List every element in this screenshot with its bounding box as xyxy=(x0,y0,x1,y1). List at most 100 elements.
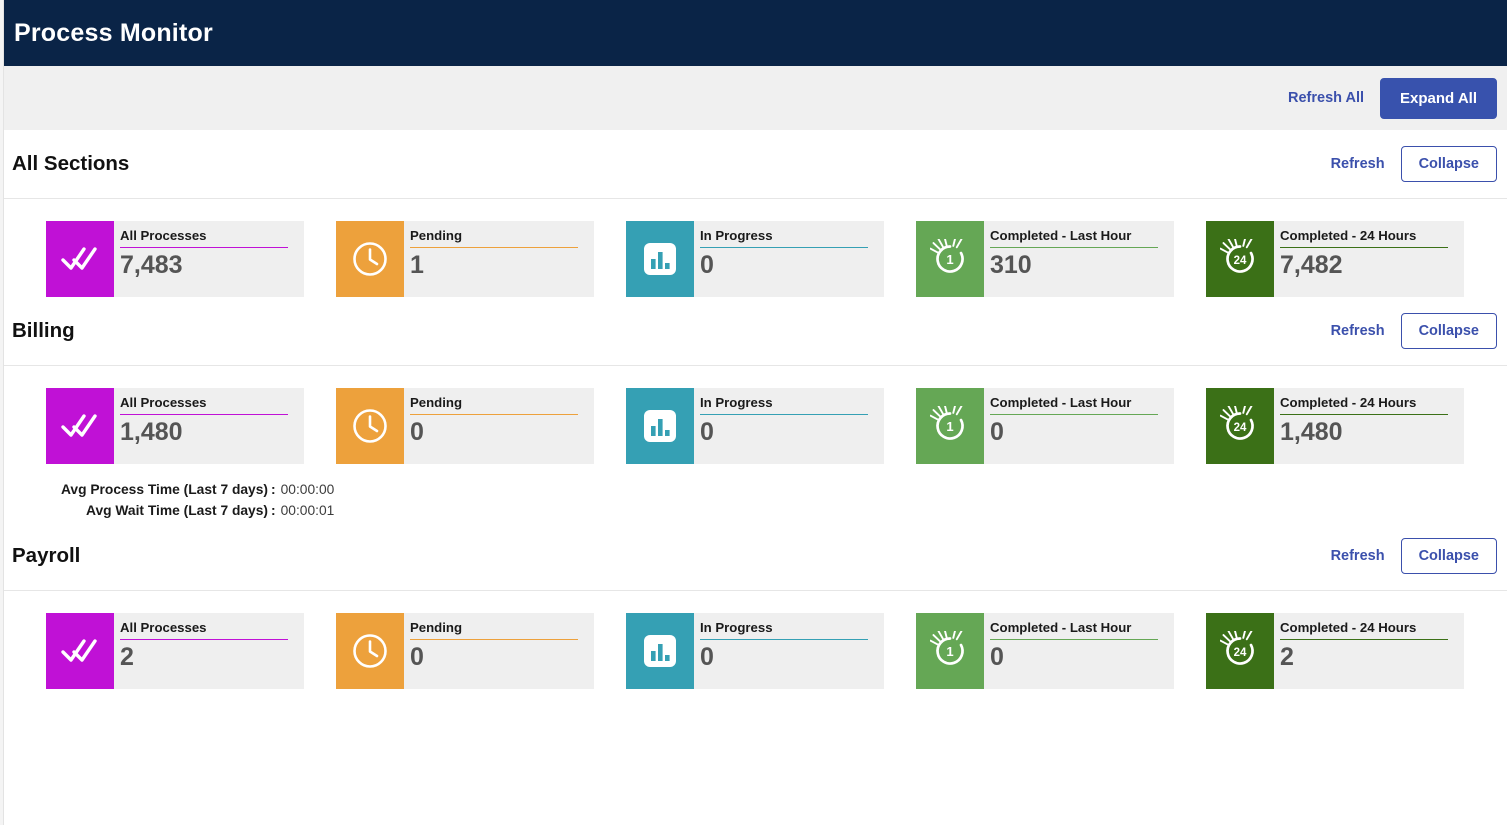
stat-card[interactable]: 24 Completed - 24 Hours 2 xyxy=(1206,613,1464,689)
clock-1-hour-icon: 1 xyxy=(916,388,984,464)
stat-card[interactable]: All Processes 7,483 xyxy=(46,221,304,297)
stat-card-label: All Processes xyxy=(120,620,288,640)
stat-card-label: Pending xyxy=(410,620,578,640)
bar-chart-icon xyxy=(626,388,694,464)
stat-card-label: In Progress xyxy=(700,620,868,640)
double-check-icon xyxy=(46,613,114,689)
stat-card-value: 2 xyxy=(1280,643,1294,671)
stat-card[interactable]: 24 Completed - 24 Hours 1,480 xyxy=(1206,388,1464,464)
section-divider xyxy=(0,590,1507,591)
stat-card-body: Pending 0 xyxy=(404,388,594,464)
section-title: Payroll xyxy=(12,544,81,567)
clock-1-hour-icon: 1 xyxy=(916,221,984,297)
average-times-block: Avg Process Time (Last 7 days):00:00:00 A… xyxy=(0,464,1507,521)
stat-card-value: 7,483 xyxy=(120,251,183,279)
section-header: Billing Refresh Collapse xyxy=(0,297,1507,365)
stat-card-body: All Processes 2 xyxy=(114,613,304,689)
stat-card-value: 1,480 xyxy=(120,418,183,446)
average-time-colon: : xyxy=(271,503,276,518)
average-time-label: Avg Process Time (Last 7 days) xyxy=(60,482,268,497)
stat-card-label: Pending xyxy=(410,395,578,415)
bar-chart-icon xyxy=(626,221,694,297)
average-time-value: 00:00:01 xyxy=(280,503,335,518)
section-title: All Sections xyxy=(12,152,130,175)
stat-card-row: All Processes 2 Pending 0 In Progress 0 1 Compl… xyxy=(0,591,1507,689)
section-refresh-button[interactable]: Refresh xyxy=(1329,319,1387,343)
stat-card-value: 0 xyxy=(700,643,714,671)
stat-card-body: Completed - 24 Hours 1,480 xyxy=(1274,388,1464,464)
stat-card-value: 0 xyxy=(700,251,714,279)
stat-card[interactable]: All Processes 2 xyxy=(46,613,304,689)
average-time-value: 00:00:00 xyxy=(280,482,335,497)
stat-card-label: Completed - 24 Hours xyxy=(1280,620,1448,640)
double-check-icon xyxy=(46,221,114,297)
stat-card-value: 0 xyxy=(410,643,424,671)
stat-card[interactable]: 1 Completed - Last Hour 0 xyxy=(916,613,1174,689)
section-refresh-button[interactable]: Refresh xyxy=(1329,152,1387,176)
average-time-row: Avg Process Time (Last 7 days):00:00:00 xyxy=(0,480,1507,500)
svg-text:1: 1 xyxy=(946,644,953,659)
stat-card-body: Pending 0 xyxy=(404,613,594,689)
stat-card-value: 0 xyxy=(990,643,1004,671)
average-time-label: Avg Wait Time (Last 7 days) xyxy=(86,503,268,518)
stat-card[interactable]: In Progress 0 xyxy=(626,388,884,464)
section-collapse-button[interactable]: Collapse xyxy=(1400,146,1497,182)
stat-card-label: All Processes xyxy=(120,228,288,248)
expand-all-button[interactable]: Expand All xyxy=(1380,77,1497,119)
stat-card-row: All Processes 1,480 Pending 0 In Progress 0 1 C… xyxy=(0,366,1507,464)
refresh-all-button[interactable]: Refresh All xyxy=(1286,86,1366,110)
double-check-icon xyxy=(46,388,114,464)
clock-icon xyxy=(336,613,404,689)
stat-card-body: In Progress 0 xyxy=(694,613,884,689)
svg-text:24: 24 xyxy=(1234,647,1247,659)
stat-card[interactable]: Pending 0 xyxy=(336,613,594,689)
section-refresh-button[interactable]: Refresh xyxy=(1329,544,1387,568)
svg-text:1: 1 xyxy=(946,419,953,434)
stat-card-value: 1 xyxy=(410,251,424,279)
stat-card[interactable]: In Progress 0 xyxy=(626,613,884,689)
stat-card-body: In Progress 0 xyxy=(694,388,884,464)
stat-card-body: Completed - 24 Hours 7,482 xyxy=(1274,221,1464,297)
svg-text:24: 24 xyxy=(1234,255,1247,267)
stat-card-value: 0 xyxy=(410,418,424,446)
stat-card[interactable]: Pending 0 xyxy=(336,388,594,464)
stat-card-label: All Processes xyxy=(120,395,288,415)
stat-card[interactable]: 1 Completed - Last Hour 0 xyxy=(916,388,1174,464)
stat-card[interactable]: 1 Completed - Last Hour 310 xyxy=(916,221,1174,297)
stat-card-value: 7,482 xyxy=(1280,251,1343,279)
section-header: Payroll Refresh Collapse xyxy=(0,522,1507,590)
stat-card[interactable]: Pending 1 xyxy=(336,221,594,297)
global-toolbar: Refresh All Expand All xyxy=(0,66,1507,130)
stat-card-body: All Processes 7,483 xyxy=(114,221,304,297)
clock-1-hour-icon: 1 xyxy=(916,613,984,689)
sections-container: All Sections Refresh Collapse All Processes… xyxy=(0,130,1507,689)
app-header: Process Monitor xyxy=(0,0,1507,66)
section-actions: Refresh Collapse xyxy=(1329,313,1497,349)
stat-card-body: All Processes 1,480 xyxy=(114,388,304,464)
stat-card[interactable]: 24 Completed - 24 Hours 7,482 xyxy=(1206,221,1464,297)
page-title: Process Monitor xyxy=(14,18,213,47)
stat-card-body: In Progress 0 xyxy=(694,221,884,297)
section-actions: Refresh Collapse xyxy=(1329,146,1497,182)
section-title: Billing xyxy=(12,319,75,342)
stat-card-value: 0 xyxy=(700,418,714,446)
stat-card[interactable]: In Progress 0 xyxy=(626,221,884,297)
stat-card-value: 2 xyxy=(120,643,134,671)
section-divider xyxy=(0,365,1507,366)
stat-card-value: 310 xyxy=(990,251,1032,279)
section-collapse-button[interactable]: Collapse xyxy=(1400,313,1497,349)
clock-icon xyxy=(336,388,404,464)
section: Payroll Refresh Collapse All Processes 2 Pend… xyxy=(0,522,1507,689)
section-divider xyxy=(0,198,1507,199)
stat-card-value: 1,480 xyxy=(1280,418,1343,446)
section: All Sections Refresh Collapse All Processes… xyxy=(0,130,1507,297)
stat-card-body: Completed - Last Hour 310 xyxy=(984,221,1174,297)
section-collapse-button[interactable]: Collapse xyxy=(1400,538,1497,574)
stat-card[interactable]: All Processes 1,480 xyxy=(46,388,304,464)
stat-card-body: Completed - Last Hour 0 xyxy=(984,613,1174,689)
section-actions: Refresh Collapse xyxy=(1329,538,1497,574)
stat-card-label: In Progress xyxy=(700,395,868,415)
left-edge-strip xyxy=(0,0,4,825)
stat-card-label: Completed - Last Hour xyxy=(990,228,1158,248)
